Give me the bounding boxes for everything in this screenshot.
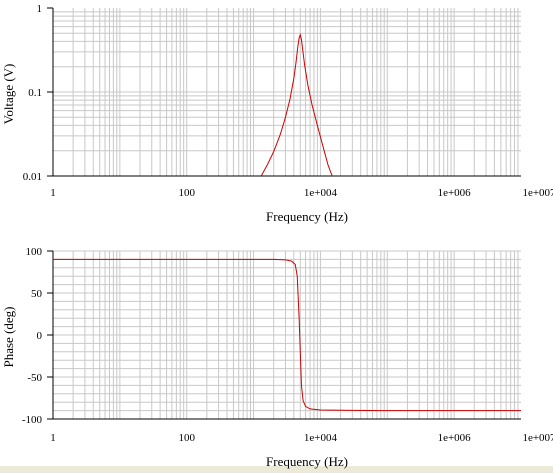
x-tick-label: 1 (50, 432, 56, 444)
x-tick-label: 100 (178, 432, 195, 444)
y-tick-label: 50 (31, 288, 43, 300)
series-line (260, 33, 333, 177)
x-tick-label: 1e+006 (438, 187, 472, 199)
y-tick-label: 1 (37, 3, 43, 15)
y-axis-label: Phase (deg) (1, 306, 16, 367)
x-tick-label: 1 (50, 187, 56, 199)
x-axis-label: Frequency (Hz) (266, 209, 348, 224)
x-tick-label: 1e+004 (304, 187, 338, 199)
y-tick-label: 0.1 (28, 87, 42, 99)
x-tick-label: 1e+007 (522, 187, 553, 199)
x-axis-label: Frequency (Hz) (266, 454, 348, 469)
y-tick-label: -100 (22, 414, 43, 426)
x-tick-label: 1e+006 (438, 432, 472, 444)
x-tick-label: 1e+007 (522, 432, 553, 444)
y-tick-label: -50 (27, 372, 42, 384)
y-axis-label: Voltage (V) (1, 64, 16, 125)
y-tick-label: 100 (26, 246, 43, 258)
y-tick-label: 0.01 (23, 171, 42, 183)
x-tick-label: 100 (178, 187, 195, 199)
window-bottom-strip (0, 466, 553, 473)
series-line (53, 258, 521, 412)
x-tick-label: 1e+004 (304, 432, 338, 444)
y-tick-label: 0 (37, 330, 43, 342)
